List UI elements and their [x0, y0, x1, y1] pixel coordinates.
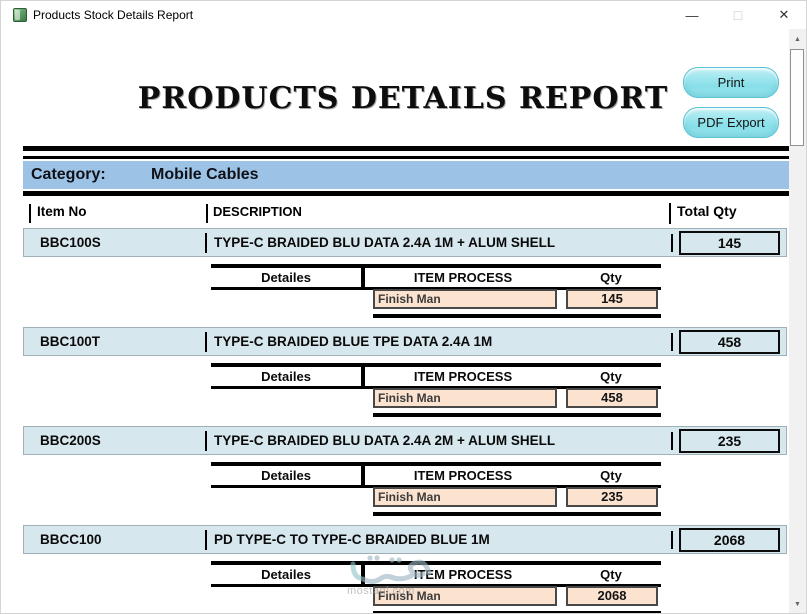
detail-header-divider	[361, 268, 365, 287]
row-divider	[205, 233, 207, 253]
product-item-no: BBCC100	[40, 532, 102, 547]
product-description: TYPE-C BRAIDED BLUE TPE DATA 2.4A 1M	[214, 334, 493, 349]
product-row: BBC200S TYPE-C BRAIDED BLU DATA 2.4A 2M …	[23, 426, 787, 455]
minimize-button[interactable]: —	[685, 7, 699, 23]
product-description: PD TYPE-C TO TYPE-C BRAIDED BLUE 1M	[214, 532, 490, 547]
detail-header: Detailes ITEM PROCESS Qty	[211, 264, 661, 290]
product-description: TYPE-C BRAIDED BLU DATA 2.4A 2M + ALUM S…	[214, 433, 556, 448]
product-block: BBC100S TYPE-C BRAIDED BLU DATA 2.4A 1M …	[1, 228, 791, 327]
scrollbar-down-arrow-icon[interactable]: ▼	[789, 596, 806, 613]
window-title: Products Stock Details Report	[33, 8, 194, 22]
column-divider	[669, 203, 671, 224]
report-title: PRODUCTS DETAILS REPORT	[137, 81, 669, 116]
process-qty-cell: 145	[566, 289, 658, 309]
scrollbar-up-arrow-icon[interactable]: ▲	[789, 31, 806, 48]
detail-bottom-line	[373, 413, 661, 417]
detail-header: Detailes ITEM PROCESS Qty	[211, 561, 661, 587]
process-name-cell: Finish Man	[373, 388, 557, 408]
detail-column-details: Detailes	[261, 369, 311, 384]
product-block: BBC100T TYPE-C BRAIDED BLUE TPE DATA 2.4…	[1, 327, 791, 426]
detail-header: Detailes ITEM PROCESS Qty	[211, 363, 661, 389]
vertical-scrollbar[interactable]: ▲ ▼	[789, 29, 806, 613]
close-button[interactable]: ✕	[778, 7, 790, 22]
product-block: BBCC100 PD TYPE-C TO TYPE-C BRAIDED BLUE…	[1, 525, 791, 613]
product-total-qty: 145	[679, 231, 780, 255]
category-bar: Category: Mobile Cables	[23, 161, 789, 189]
detail-bottom-line	[373, 611, 661, 613]
process-name-cell: Finish Man	[373, 487, 557, 507]
product-description: TYPE-C BRAIDED BLU DATA 2.4A 1M + ALUM S…	[214, 235, 556, 250]
columns-header: Item No DESCRIPTION Total Qty	[1, 199, 791, 227]
product-row: BBCC100 PD TYPE-C TO TYPE-C BRAIDED BLUE…	[23, 525, 787, 554]
maximize-button: □	[733, 7, 743, 23]
row-divider	[671, 531, 673, 549]
detail-column-qty: Qty	[600, 270, 622, 285]
row-divider	[205, 431, 207, 451]
product-item-no: BBC100T	[40, 334, 101, 349]
product-total-qty: 235	[679, 429, 780, 453]
detail-column-item-process: ITEM PROCESS	[413, 567, 513, 582]
category-label: Category:	[31, 166, 106, 183]
detail-column-details: Detailes	[261, 270, 311, 285]
detail-header: Detailes ITEM PROCESS Qty	[211, 462, 661, 488]
print-button[interactable]: Print	[683, 67, 779, 98]
detail-header-divider	[361, 367, 365, 386]
product-total-qty: 458	[679, 330, 780, 354]
row-divider	[671, 333, 673, 351]
process-qty-cell: 235	[566, 487, 658, 507]
detail-column-item-process: ITEM PROCESS	[413, 468, 513, 483]
products-container: BBC100S TYPE-C BRAIDED BLU DATA 2.4A 1M …	[1, 228, 791, 613]
detail-bottom-line	[373, 314, 661, 318]
category-value: Mobile Cables	[151, 166, 259, 183]
process-qty-cell: 2068	[566, 586, 658, 606]
separator-line	[23, 156, 789, 159]
process-name-cell: Finish Man	[373, 289, 557, 309]
product-item-no: BBC200S	[40, 433, 101, 448]
separator-line	[23, 191, 789, 196]
scrollbar-thumb[interactable]	[790, 49, 804, 146]
detail-column-item-process: ITEM PROCESS	[413, 369, 513, 384]
detail-header-divider	[361, 466, 365, 485]
process-qty-cell: 458	[566, 388, 658, 408]
column-divider	[206, 204, 208, 223]
product-row: BBC100S TYPE-C BRAIDED BLU DATA 2.4A 1M …	[23, 228, 787, 257]
separator-line	[23, 146, 789, 151]
product-item-no: BBC100S	[40, 235, 101, 250]
column-divider	[29, 204, 31, 223]
detail-column-details: Detailes	[261, 567, 311, 582]
app-icon	[13, 8, 27, 22]
titlebar: Products Stock Details Report — □ ✕	[1, 1, 806, 29]
column-header-item-no: Item No	[37, 204, 87, 219]
pdf-export-button[interactable]: PDF Export	[683, 107, 779, 138]
detail-column-qty: Qty	[600, 567, 622, 582]
product-row: BBC100T TYPE-C BRAIDED BLUE TPE DATA 2.4…	[23, 327, 787, 356]
row-divider	[205, 332, 207, 352]
product-total-qty: 2068	[679, 528, 780, 552]
row-divider	[671, 432, 673, 450]
detail-bottom-line	[373, 512, 661, 516]
product-block: BBC200S TYPE-C BRAIDED BLU DATA 2.4A 2M …	[1, 426, 791, 525]
detail-column-qty: Qty	[600, 369, 622, 384]
process-name-cell: Finish Man	[373, 586, 557, 606]
detail-column-qty: Qty	[600, 468, 622, 483]
row-divider	[671, 234, 673, 252]
detail-column-item-process: ITEM PROCESS	[413, 270, 513, 285]
row-divider	[205, 530, 207, 550]
column-header-description: DESCRIPTION	[213, 204, 302, 219]
column-header-total-qty: Total Qty	[677, 203, 737, 219]
detail-column-details: Detailes	[261, 468, 311, 483]
